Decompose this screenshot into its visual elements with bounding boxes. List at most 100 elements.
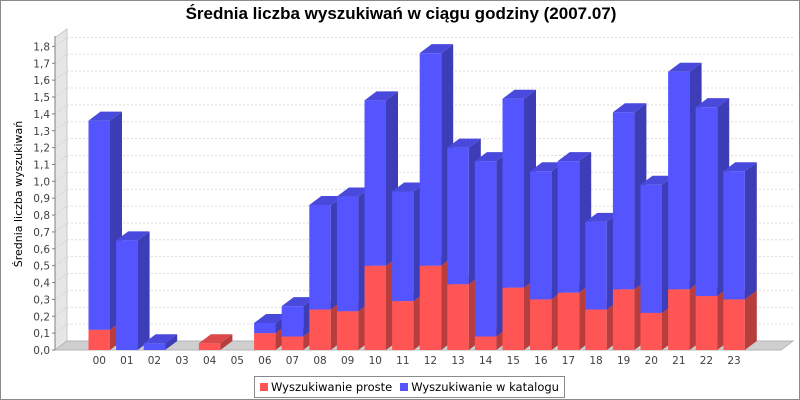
bar-front (695, 107, 718, 297)
x-tick-label: 03 (175, 355, 188, 367)
gridline-side (54, 290, 68, 300)
bar-top (116, 231, 150, 241)
y-tick-label: 0,3 (33, 294, 50, 306)
bar-front (557, 161, 580, 293)
bar-front (474, 336, 497, 350)
bar-front (392, 191, 414, 302)
bar-23-series-1 (723, 162, 757, 300)
bar-side (137, 231, 150, 350)
legend-swatch-series-1 (400, 383, 409, 391)
bar-front (281, 336, 304, 350)
gridline-side (54, 37, 68, 47)
bar-top (336, 187, 371, 197)
x-tick-label: 23 (727, 355, 740, 367)
bar-front (612, 112, 635, 290)
bar-10-series-1 (364, 91, 398, 266)
bar-front (392, 301, 414, 350)
gridline-side (54, 273, 68, 283)
bar-top (419, 44, 454, 54)
bar-front (530, 299, 552, 350)
bar-front (668, 289, 690, 350)
y-tick-label: 0,2 (33, 311, 50, 323)
y-tick-label: 0,7 (33, 227, 50, 239)
bar-top (695, 98, 730, 108)
bar-front (723, 171, 745, 300)
gridline-side (54, 70, 68, 81)
bar-front (640, 184, 662, 313)
bar-front (585, 221, 607, 310)
y-tick-label: 0,5 (33, 261, 50, 273)
bar-front (557, 292, 580, 350)
y-tick-label: 1,2 (33, 143, 50, 155)
x-tick-label: 18 (589, 355, 602, 367)
bar-top (447, 138, 481, 148)
x-tick-label: 01 (120, 355, 133, 367)
x-tick-label: 00 (93, 355, 106, 367)
bar-top (723, 162, 757, 172)
bar-09-series-1 (336, 187, 371, 312)
x-tick-label: 20 (645, 355, 658, 367)
legend-label-series-1: Wyszukiwanie w katalogu (411, 380, 559, 394)
bar-front (336, 311, 359, 350)
y-tick-label: 1,8 (33, 41, 50, 53)
bar-front (474, 161, 497, 337)
legend-label-series-0: Wyszukiwanie proste (271, 380, 393, 394)
y-tick-label: 1,6 (33, 75, 50, 87)
legend-swatch-series-0 (260, 383, 268, 391)
bar-front (419, 53, 442, 266)
bar-side (220, 334, 233, 350)
bar-front (198, 343, 221, 350)
gridline-side (54, 306, 68, 317)
bar-04-series-0 (198, 334, 233, 350)
gridline-side (54, 121, 68, 132)
bar-top (281, 297, 316, 307)
bar-top (557, 152, 592, 162)
x-tick-label: 05 (231, 355, 244, 367)
gridline-side (54, 104, 68, 115)
bar-top (143, 334, 178, 344)
y-tick-label: 1,4 (33, 109, 50, 121)
x-tick-label: 08 (313, 355, 326, 367)
x-tick-label: 21 (672, 355, 685, 367)
x-tick-label: 15 (507, 355, 520, 367)
bar-top (254, 314, 288, 324)
y-tick-label: 1,0 (33, 176, 50, 188)
gridline-side (54, 205, 68, 216)
y-tick-label: 0,0 (33, 345, 50, 357)
bar-side (744, 162, 757, 300)
bar-front (668, 71, 690, 290)
bar-side (744, 290, 757, 350)
legend: Wyszukiwanie proste Wyszukiwanie w katal… (254, 376, 565, 398)
bar-top (392, 182, 426, 192)
x-tick-label: 16 (534, 355, 548, 367)
bar-front (695, 296, 718, 350)
bar-front (585, 309, 607, 350)
gridline-side (54, 239, 68, 250)
bar-front (88, 120, 110, 330)
x-tick-label: 11 (396, 355, 409, 367)
x-tick-label: 12 (424, 355, 437, 367)
bar-front (530, 171, 552, 300)
legend-item-series-0: Wyszukiwanie proste (260, 380, 392, 394)
bar-front (723, 299, 745, 350)
bar-top (530, 162, 564, 172)
y-tick-label: 1,1 (33, 159, 50, 171)
bar-front (612, 289, 635, 350)
y-tick-label: 1,7 (33, 58, 50, 70)
y-tick-label: 0,8 (33, 210, 50, 222)
bar-front (447, 284, 469, 350)
gridline-side (54, 87, 68, 98)
gridline-side (54, 222, 68, 233)
bar-front (336, 196, 359, 312)
bar-front (116, 240, 138, 350)
bar-top (585, 212, 619, 222)
x-tick-label: 13 (451, 355, 464, 367)
y-tick-label: 1,3 (33, 126, 50, 138)
y-tick-label: 0,6 (33, 244, 50, 256)
bar-front (309, 204, 331, 310)
bar-front (254, 333, 276, 350)
bar-top (640, 175, 674, 185)
bar-top (364, 91, 398, 101)
